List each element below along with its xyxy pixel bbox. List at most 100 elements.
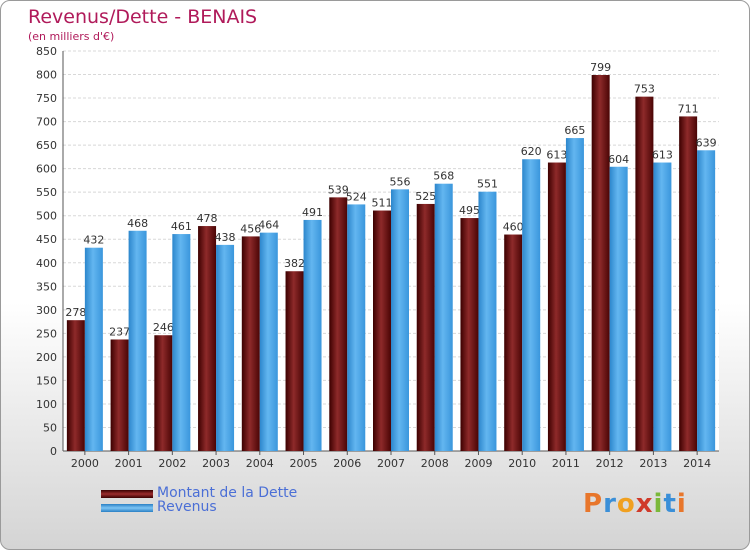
bar-dette: [110, 339, 129, 451]
bar-dette: [679, 116, 698, 451]
y-tick-label: 700: [36, 116, 57, 129]
y-tick-label: 650: [36, 139, 57, 152]
bar-revenus: [84, 247, 103, 451]
x-tick-label: 2004: [246, 457, 274, 470]
bar-dette: [547, 162, 566, 451]
data-label-dette: 237: [109, 325, 130, 338]
y-tick-label: 300: [36, 304, 57, 317]
x-tick-label: 2008: [421, 457, 449, 470]
legend-label-revenus: Revenus: [157, 499, 217, 515]
bar-revenus: [434, 183, 453, 452]
bar-revenus: [609, 166, 628, 451]
bar-revenus: [259, 232, 278, 451]
bar-dette: [154, 335, 173, 451]
bar-dette: [66, 320, 85, 451]
logo-letter: r: [603, 489, 617, 519]
chart-subtitle: (en milliers d'€): [28, 30, 115, 43]
data-label-revenus: 461: [171, 220, 192, 233]
y-tick-label: 200: [36, 351, 57, 364]
bar-revenus: [303, 219, 322, 451]
bar-revenus: [565, 138, 584, 451]
bar-dette: [198, 226, 217, 451]
data-label-revenus: 524: [346, 190, 367, 203]
data-label-dette: 753: [634, 83, 655, 96]
data-label-revenus: 556: [390, 175, 411, 188]
bar-dette: [285, 271, 304, 451]
logo-letter: i: [676, 489, 687, 519]
logo-letter: i: [653, 489, 664, 519]
logo-letter: t: [663, 489, 677, 519]
data-label-dette: 460: [503, 221, 524, 234]
data-label-dette: 495: [459, 204, 480, 217]
x-tick-label: 2013: [639, 457, 667, 470]
y-tick-label: 600: [36, 163, 57, 176]
data-label-revenus: 551: [477, 178, 498, 191]
data-label-dette: 539: [328, 183, 349, 196]
y-tick-label: 400: [36, 257, 57, 270]
data-label-revenus: 491: [302, 206, 323, 219]
data-label-revenus: 613: [652, 149, 673, 162]
y-tick-label: 850: [36, 45, 57, 58]
data-label-revenus: 438: [215, 231, 236, 244]
data-label-dette: 711: [678, 102, 699, 115]
data-label-revenus: 620: [521, 145, 542, 158]
bar-revenus: [653, 162, 672, 451]
data-label-dette: 246: [153, 321, 174, 334]
data-label-dette: 456: [240, 222, 261, 235]
bar-revenus: [347, 204, 366, 451]
x-tick-label: 2006: [333, 457, 361, 470]
y-tick-label: 750: [36, 92, 57, 105]
bar-dette: [373, 210, 391, 451]
x-tick-label: 2001: [115, 457, 143, 470]
x-tick-label: 2007: [377, 457, 405, 470]
logo-letter: P: [583, 489, 604, 519]
data-label-revenus: 464: [258, 219, 279, 232]
y-tick-label: 250: [36, 327, 57, 340]
logo-letter: x: [635, 489, 654, 519]
bar-dette: [504, 234, 523, 451]
bar-dette: [241, 236, 260, 451]
y-tick-label: 800: [36, 69, 57, 82]
x-tick-label: 2014: [683, 457, 711, 470]
x-tick-label: 2000: [71, 457, 99, 470]
x-tick-label: 2003: [202, 457, 230, 470]
y-tick-label: 350: [36, 280, 57, 293]
bar-dette: [591, 75, 610, 451]
y-tick-label: 450: [36, 233, 57, 246]
bar-dette: [329, 197, 348, 451]
y-tick-label: 100: [36, 398, 57, 411]
y-tick-label: 550: [36, 186, 57, 199]
proxiti-logo: Proxiti: [583, 489, 687, 519]
bar-revenus: [172, 234, 191, 451]
x-tick-label: 2002: [158, 457, 186, 470]
x-tick-label: 2010: [508, 457, 536, 470]
bar-dette: [460, 218, 479, 451]
y-tick-label: 50: [43, 421, 57, 434]
bar-dette: [635, 96, 654, 451]
data-label-dette: 478: [197, 212, 218, 225]
bar-revenus: [478, 191, 497, 452]
data-label-revenus: 568: [433, 170, 454, 183]
x-tick-label: 2012: [596, 457, 624, 470]
bar-revenus: [522, 159, 541, 451]
logo-letter: o: [616, 489, 636, 519]
x-tick-label: 2009: [464, 457, 492, 470]
x-tick-label: 2005: [290, 457, 318, 470]
y-tick-label: 500: [36, 210, 57, 223]
legend-label-dette: Montant de la Dette: [157, 485, 298, 501]
data-label-revenus: 665: [564, 124, 585, 137]
bar-revenus: [216, 244, 235, 451]
bar-revenus: [128, 230, 147, 451]
data-label-dette: 613: [546, 149, 567, 162]
data-label-dette: 799: [590, 61, 611, 74]
data-label-revenus: 468: [127, 217, 148, 230]
data-label-revenus: 639: [696, 136, 717, 149]
data-label-revenus: 432: [83, 234, 104, 247]
bar-dette: [416, 203, 435, 451]
bar-revenus: [697, 150, 716, 451]
data-label-dette: 511: [372, 197, 393, 210]
x-tick-label: 2011: [552, 457, 580, 470]
data-label-revenus: 604: [608, 153, 629, 166]
